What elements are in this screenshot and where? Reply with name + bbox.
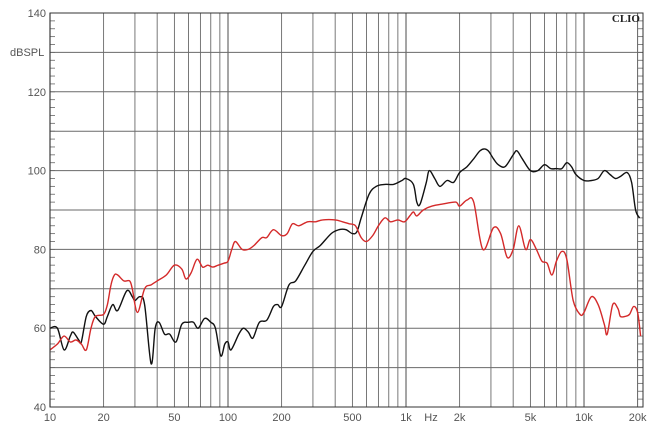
grid	[49, 12, 643, 408]
y-tick-label: 140	[28, 8, 46, 20]
x-tick-label: 50	[168, 412, 180, 424]
x-tick-label: 200	[272, 412, 290, 424]
x-tick-label: 5k	[525, 412, 537, 424]
x-tick-label: 10	[44, 412, 56, 424]
x-tick-label: 1k	[400, 412, 412, 424]
series-group	[49, 148, 642, 365]
x-tick-label: 20k	[629, 412, 647, 424]
clio-logo: CLIO	[612, 13, 641, 25]
y-tick-label: 120	[28, 87, 46, 99]
y-axis-label: dBSPL	[10, 47, 44, 59]
x-tick-label: 2k	[454, 412, 466, 424]
y-tick-label: 40	[34, 402, 46, 414]
y-tick-label: 100	[28, 166, 46, 178]
plot-frame	[49, 12, 644, 408]
x-axis-unit-label: Hz	[424, 412, 437, 424]
x-tick-label: 100	[219, 412, 237, 424]
y-tick-label: 60	[34, 323, 46, 335]
series-line-red	[49, 197, 642, 352]
tick-labels: 40 60 80 100 120 140 10 20 50 100 200 500 1k 2k 5k 10k 2…	[28, 8, 647, 424]
x-tick-label: 10k	[575, 412, 593, 424]
y-tick-label: 80	[34, 244, 46, 256]
x-tick-label: 500	[343, 412, 361, 424]
x-tick-label: 20	[97, 412, 109, 424]
series-line-black	[49, 148, 641, 365]
